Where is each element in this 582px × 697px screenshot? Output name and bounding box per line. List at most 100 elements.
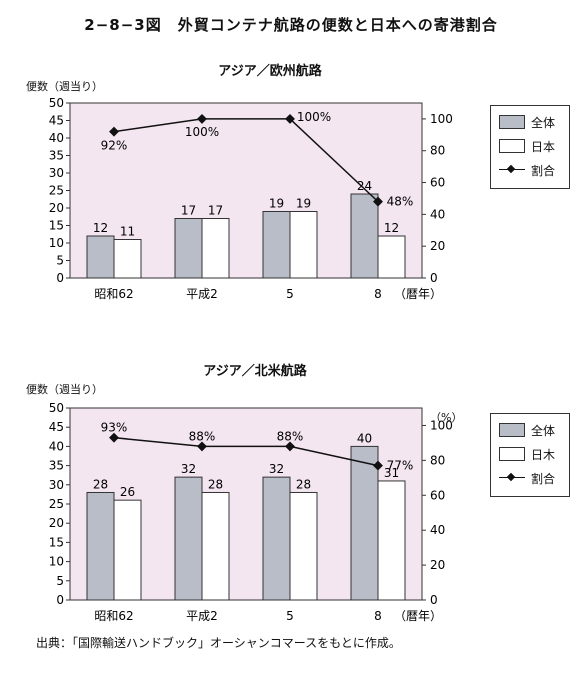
- legend-swatch-japan: [499, 447, 525, 461]
- data-label-japan: 11: [120, 225, 135, 239]
- ratio-line: [113, 118, 379, 203]
- y-tick-label: 30: [49, 166, 64, 180]
- y2-tick-label: 40: [430, 207, 445, 221]
- data-label-total: 28: [93, 477, 108, 491]
- chart2-y-axis-label: 便数（週当り）: [26, 383, 103, 396]
- x-tick-label: 5: [286, 287, 294, 301]
- ratio-label: 88%: [277, 429, 304, 443]
- y2-tick-label: 100: [430, 418, 453, 432]
- legend-swatch-japan: [499, 139, 525, 153]
- legend-label-ratio: 割合: [531, 471, 556, 486]
- ratio-label: 48%: [387, 195, 414, 209]
- y2-tick-label: 60: [430, 488, 445, 502]
- x-tick-label: 平成2: [186, 609, 218, 623]
- bar-total: [262, 211, 291, 279]
- legend-swatch-total: [499, 423, 525, 437]
- x-tick-label: 昭和62: [94, 609, 133, 623]
- bar-japan: [289, 491, 318, 601]
- y-tick-label: 25: [49, 184, 64, 198]
- y-tick-label: 50: [49, 401, 64, 415]
- y-tick-label: 45: [49, 114, 64, 128]
- y-tick-label: 35: [49, 459, 64, 473]
- chart1-title: アジア／欧州航路: [218, 64, 322, 79]
- bar-japan: [201, 218, 230, 279]
- ratio-point: [197, 113, 207, 124]
- page-title: 2−8−3図 外貿コンテナ航路の便数と日本への寄港割合: [84, 16, 498, 34]
- source-note: 出典：「国際輸送ハンドブック」オーシャンコマースをもとに作成。: [36, 636, 401, 650]
- bar-total: [174, 476, 203, 601]
- y-tick-label: 40: [49, 131, 64, 145]
- legend-line-ratio: [499, 164, 525, 176]
- y2-tick-label: 80: [430, 144, 445, 158]
- bar-total: [86, 235, 115, 279]
- bar-japan: [377, 480, 406, 601]
- x-axis-unit: （暦年）: [394, 609, 442, 623]
- legend-label-ratio: 割合: [531, 163, 556, 178]
- legend-label-total: 全体: [531, 423, 556, 438]
- data-label-total: 40: [357, 431, 372, 445]
- data-label-japan: 12: [384, 221, 399, 235]
- data-label-japan: 28: [296, 477, 311, 491]
- legend-item-ratio: 割合: [499, 162, 555, 178]
- data-label-japan: 28: [208, 477, 223, 491]
- chart1-legend: 全体 日本 割合: [490, 105, 570, 189]
- legend-line-ratio: [499, 472, 525, 484]
- y-tick-label: 5: [56, 254, 64, 268]
- chart2-title: アジア／北米航路: [203, 364, 307, 379]
- bar-japan: [201, 491, 230, 601]
- x-axis-unit: （暦年）: [394, 287, 442, 301]
- legend-label-japan: 日木: [531, 447, 556, 462]
- legend-item-ratio: 割合: [499, 470, 555, 486]
- y-tick-label: 30: [49, 478, 64, 492]
- bar-total: [174, 218, 203, 279]
- y-tick-label: 5: [56, 574, 64, 588]
- y-tick-label: 35: [49, 149, 64, 163]
- data-label-total: 12: [93, 221, 108, 235]
- ratio-point: [197, 441, 207, 452]
- chart2-legend: 全体 日木 割合: [490, 413, 570, 497]
- data-label-japan: 26: [120, 485, 135, 499]
- chart2-plot: 0 5 10 15 20 25 30 35 40 45 50 0 20 40 60 80 100 28 26 昭和62…: [49, 401, 453, 623]
- legend-label-japan: 日本: [531, 139, 556, 154]
- y-tick-label: 25: [49, 497, 64, 511]
- x-tick-label: 8: [374, 287, 382, 301]
- ratio-label: 100%: [297, 110, 331, 124]
- legend-swatch-total: [499, 115, 525, 129]
- ratio-label: 88%: [189, 429, 216, 443]
- y-tick-label: 0: [56, 593, 64, 607]
- x-tick-label: 8: [374, 609, 382, 623]
- y-tick-label: 50: [49, 96, 64, 110]
- bar-japan: [113, 239, 142, 279]
- y2-tick-label: 60: [430, 176, 445, 190]
- bar-japan: [289, 211, 318, 279]
- bar-total: [350, 445, 379, 601]
- ratio-label: 92%: [101, 139, 128, 153]
- data-label-japan: 19: [296, 197, 311, 211]
- y2-tick-label: 80: [430, 453, 445, 467]
- data-label-japan: 17: [208, 204, 223, 218]
- chart2-y2-axis-label: （%）: [430, 411, 463, 424]
- ratio-label: 77%: [387, 459, 414, 473]
- bar-japan: [113, 499, 142, 601]
- x-tick-label: 昭和62: [94, 287, 133, 301]
- bar-total: [86, 491, 115, 601]
- y2-tick-label: 20: [430, 239, 445, 253]
- data-label-total: 32: [181, 462, 196, 476]
- y2-tick-label: 20: [430, 558, 445, 572]
- y-tick-label: 20: [49, 201, 64, 215]
- x-tick-label: 5: [286, 609, 294, 623]
- legend-item-japan: 日本: [499, 138, 555, 154]
- chart1-plot: 0 5 10 15 20 25 30 35 40 45 50 0 20 40 60 80 100 12 11 昭和62…: [49, 96, 453, 301]
- legend-item-total: 全体: [499, 422, 555, 438]
- legend-item-japan: 日木: [499, 446, 555, 462]
- ratio-label: 93%: [101, 421, 128, 435]
- y-tick-label: 40: [49, 439, 64, 453]
- bar-japan: [377, 235, 406, 279]
- y-tick-label: 0: [56, 271, 64, 285]
- data-label-japan: 31: [384, 466, 399, 480]
- legend-item-total: 全体: [499, 114, 555, 130]
- x-tick-label: 平成2: [186, 287, 218, 301]
- y-tick-label: 10: [49, 236, 64, 250]
- y2-tick-label: 0: [430, 271, 438, 285]
- legend-label-total: 全体: [531, 115, 556, 130]
